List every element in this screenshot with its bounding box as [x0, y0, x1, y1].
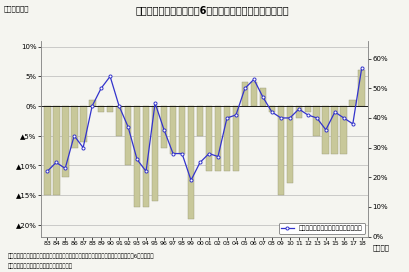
Bar — [71, 106, 78, 148]
Bar — [331, 106, 338, 154]
Bar — [98, 106, 104, 112]
Bar — [80, 106, 87, 142]
Bar — [287, 106, 293, 183]
Bar — [349, 100, 356, 106]
Bar — [278, 106, 284, 195]
Bar — [125, 106, 131, 165]
Bar — [313, 106, 320, 136]
Bar — [44, 106, 51, 195]
Bar — [188, 106, 194, 219]
Bar — [305, 106, 311, 112]
Bar — [251, 82, 257, 106]
Text: （注）全規模・全産業、設備投資は含む土地、除くソフトウェア、研究開発投資、各年6月調査時点: （注）全規模・全産業、設備投資は含む土地、除くソフトウェア、研究開発投資、各年6… — [8, 253, 155, 259]
Bar — [179, 106, 185, 154]
Bar — [269, 106, 275, 112]
Bar — [206, 106, 212, 171]
Legend: 前年度比二桁増の業種割合（右目盛）: 前年度比二桁増の業種割合（右目盛） — [279, 223, 365, 234]
Bar — [107, 106, 113, 112]
Bar — [233, 106, 239, 171]
Text: （資料）日本銀行「企業短期経済観測調査」: （資料）日本銀行「企業短期経済観測調査」 — [8, 264, 73, 270]
Text: （年度）: （年度） — [372, 245, 389, 251]
Bar — [340, 106, 347, 154]
Text: 図表１　設備投資計画は6月調査としては過去最高の伸び: 図表１ 設備投資計画は6月調査としては過去最高の伸び — [136, 5, 290, 16]
Bar — [242, 82, 248, 106]
Bar — [134, 106, 140, 207]
Bar — [260, 88, 266, 106]
Bar — [89, 100, 96, 106]
Text: （前年度比）: （前年度比） — [4, 5, 29, 12]
Bar — [116, 106, 122, 136]
Bar — [224, 106, 230, 171]
Bar — [143, 106, 149, 207]
Bar — [152, 106, 158, 201]
Bar — [62, 106, 69, 177]
Bar — [53, 106, 60, 195]
Bar — [170, 106, 176, 154]
Bar — [322, 106, 329, 154]
Bar — [215, 106, 221, 171]
Bar — [197, 106, 203, 136]
Bar — [161, 106, 167, 148]
Bar — [358, 70, 365, 106]
Bar — [296, 106, 302, 118]
